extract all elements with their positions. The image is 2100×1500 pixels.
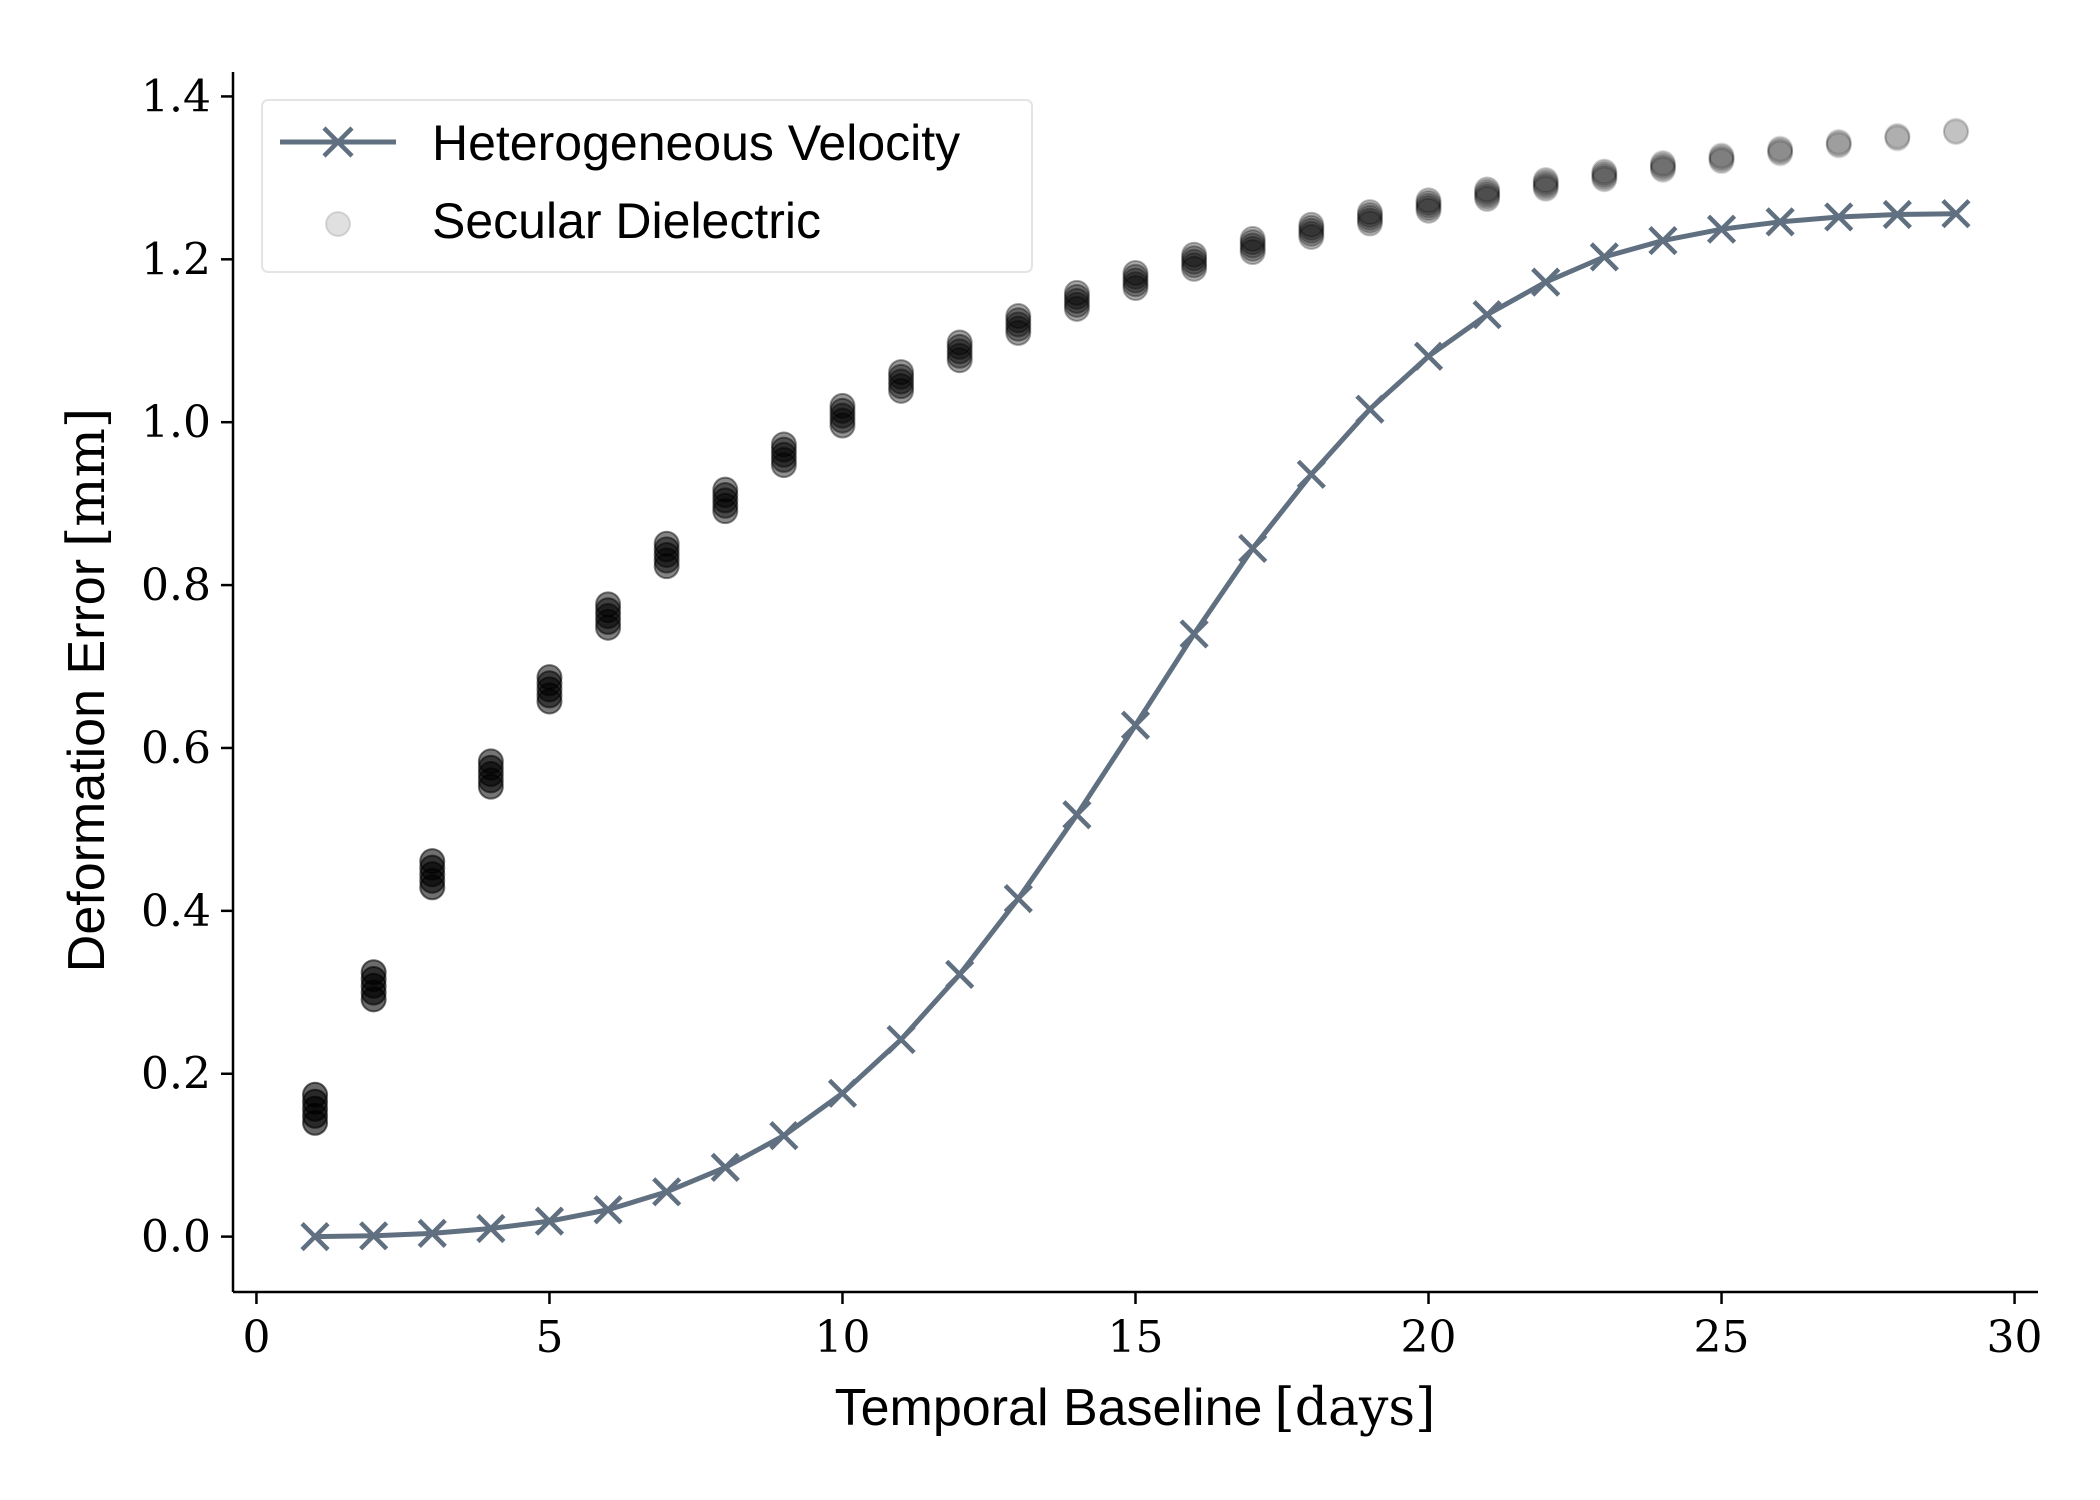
scatter-point [1415,187,1442,224]
legend-label-secular-dielectric: Secular Dielectric [432,193,821,249]
line-marker [945,959,975,989]
x-axis-label: Temporal Baseline [days] [835,1378,1436,1438]
line-marker [1941,199,1971,229]
series-layer [300,117,1971,1252]
line-marker [1062,800,1092,830]
scatter-point [1298,211,1325,250]
y-tick-label: 1.2 [141,234,211,285]
series-secular-dielectric [302,117,1969,1136]
line-marker [710,1152,740,1182]
y-tick-label: 0.6 [141,723,211,774]
y-axis-label-text: Deformation Error [58,559,116,972]
legend-frame [261,99,1033,273]
x-tick-label: 25 [1694,1312,1750,1363]
y-axis-label-unit: [mm] [57,408,117,547]
line-marker [359,1221,389,1251]
tick-layer: 0 5 10 15 20 25 30 0.0 0.2 0.4 0.6 0.8 1.0 1.2 1.4 [141,71,2043,1363]
line-marker [1296,459,1326,489]
scatter-point [1063,279,1090,322]
line-marker [593,1195,623,1225]
scatter-point [536,664,563,715]
line-marker [1413,341,1444,371]
line-marker [1472,300,1502,330]
line-marker [652,1177,682,1207]
x-axis-label-unit: [days] [1274,1378,1435,1438]
scatter-point [419,848,446,901]
line-marker [769,1121,799,1151]
scatter-point [888,359,915,404]
line-marker [1238,533,1268,564]
scatter-point [1942,117,1969,146]
line-marker [1179,619,1209,649]
line-marker [417,1218,447,1248]
y-tick-label: 0.0 [141,1212,211,1263]
scatter-point [1825,128,1852,159]
y-tick-label: 0.2 [141,1049,211,1100]
scatter-point [1181,241,1208,282]
x-axis-label-text: Temporal Baseline [835,1379,1263,1437]
y-tick-label: 1.0 [141,397,211,448]
scatter-point [477,748,504,800]
scatter-point [1005,303,1032,346]
y-tick-label: 0.8 [141,560,211,611]
scatter-point [1591,158,1618,193]
series-heterogeneous-velocity [300,199,1971,1252]
line-marker [1882,199,1912,230]
line-marker [300,1222,330,1252]
scatter-point [302,1081,329,1136]
y-axis-label: Deformation Error [mm] [57,408,117,972]
scatter-point [770,431,797,479]
line-marker [886,1024,916,1055]
legend: Heterogeneous Velocity Secular Dielectri… [261,99,1033,273]
scatter-point [1239,225,1266,266]
y-tick-label: 0.4 [141,886,211,937]
scatter-point [712,476,739,525]
y-tick-label: 1.4 [141,71,211,122]
line-marker [1648,225,1678,256]
scatter-point [1649,150,1676,183]
x-tick-label: 10 [814,1312,870,1363]
line-marker [1589,242,1619,272]
scatter-point [653,530,680,580]
x-tick-label: 20 [1401,1312,1457,1363]
line-marker [1531,267,1561,297]
line-marker [1765,207,1795,237]
line-marker [1003,884,1033,914]
x-tick-label: 5 [535,1312,563,1363]
scatter-point [360,959,387,1013]
x-tick-label: 0 [242,1312,270,1363]
x-tick-label: 30 [1987,1312,2043,1363]
scatter-point [595,591,622,641]
x-tick-label: 15 [1108,1312,1164,1363]
legend-label-heterogeneous-velocity: Heterogeneous Velocity [432,115,960,171]
legend-marker-secular-dielectric [325,211,351,237]
line-marker [1824,202,1854,232]
scatter-point [1884,122,1911,152]
line-marker [1706,214,1737,244]
line-marker [1355,394,1385,424]
scatter-point [1356,199,1383,237]
scatter-point [1532,167,1559,202]
scatter-point [1122,259,1149,301]
line-marker [1120,710,1151,740]
line-marker [534,1206,565,1236]
scatter-point [829,392,856,439]
scatter-point [1474,176,1501,212]
line-marker [827,1078,858,1108]
scatter-point [1708,142,1735,175]
line-marker [476,1213,506,1244]
scatter-point [946,329,973,374]
legend-marker-heterogeneous-velocity [322,126,354,158]
scatter-point [1767,135,1794,167]
